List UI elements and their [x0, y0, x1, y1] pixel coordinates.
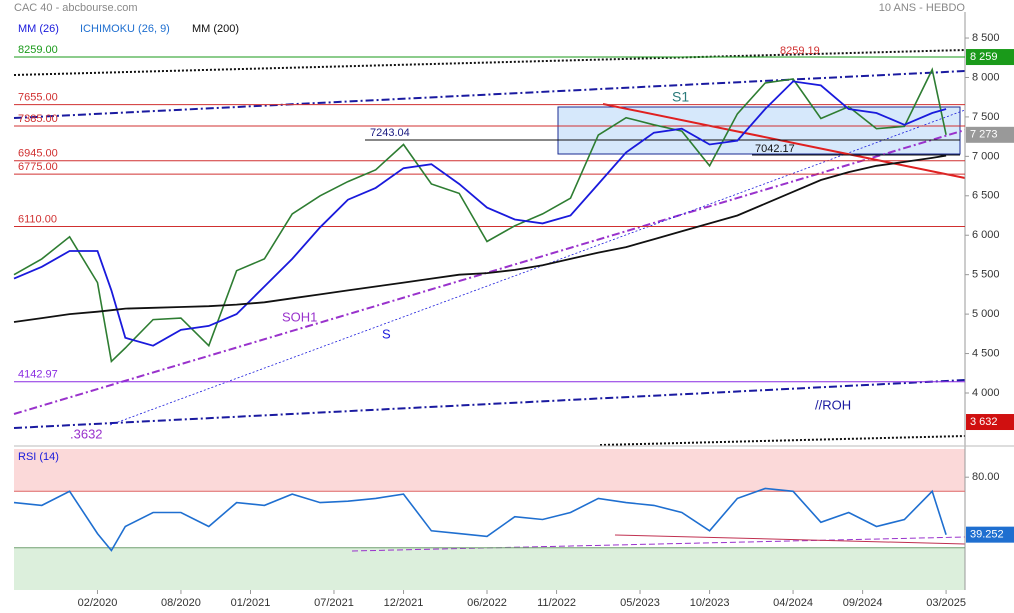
y-tick-label: 5 500: [972, 269, 1000, 281]
x-tick-label: 09/2024: [843, 597, 883, 609]
trendline: [109, 109, 966, 426]
y-tick-label: 6 500: [972, 190, 1000, 202]
annotation: .3632: [70, 426, 103, 441]
trendline: [13, 49, 966, 76]
price-marker: [966, 49, 1014, 66]
y-tick-label: 5 000: [972, 308, 1000, 320]
x-tick-label: 07/2021: [314, 597, 354, 609]
x-tick-label: 11/2022: [537, 597, 576, 609]
annotation: S1: [672, 89, 689, 105]
trendline: [351, 536, 966, 552]
y-tick-label: 6 000: [972, 229, 1000, 241]
price-marker: [966, 414, 1014, 431]
level-label: 4142.97: [18, 369, 58, 381]
price-marker-label: 8 259: [970, 51, 998, 63]
series-line: [13, 154, 947, 323]
y-tick-label: 8 000: [972, 71, 1000, 83]
price-marker: [966, 126, 1014, 143]
y-tick-label: 7 000: [972, 150, 1000, 162]
trendline: [602, 103, 966, 179]
annotation: SOH1: [282, 309, 317, 324]
legend-item: MM (26): [18, 23, 59, 35]
y-tick-label: 80.00: [972, 471, 1000, 483]
x-tick-label: 08/2020: [161, 597, 201, 609]
series-line: [13, 67, 947, 364]
trendline: [599, 435, 966, 446]
overbought-zone: [14, 449, 965, 492]
level-label: 8259.00: [18, 44, 58, 56]
level-label: 7385.00: [18, 113, 58, 125]
price-marker-label: 7 273: [970, 129, 998, 141]
header-left: CAC 40 - abcbourse.com: [14, 2, 138, 14]
legend-item: ICHIMOKU (26, 9): [80, 23, 170, 35]
level-label: 6775.00: [18, 161, 58, 173]
price-marker-label: 3 632: [970, 416, 998, 428]
level-label: 7655.00: [18, 92, 58, 104]
trendline: [13, 379, 966, 429]
oversold-zone: [14, 548, 965, 590]
trendline: [13, 70, 966, 119]
y-tick-label: 8 500: [972, 32, 1000, 44]
series-line: [13, 487, 947, 552]
x-tick-label: 12/2021: [384, 597, 424, 609]
level-label: 6945.00: [18, 148, 58, 160]
x-tick-label: 01/2021: [231, 597, 271, 609]
x-tick-label: 05/2023: [620, 597, 660, 609]
legend-item: MM (200): [192, 23, 239, 35]
current-label: 39.252: [970, 529, 1004, 541]
annotation: 7042.17: [755, 143, 795, 155]
annotation: S: [382, 326, 391, 341]
x-tick-label: 02/2020: [78, 597, 118, 609]
level-label: 6110.00: [18, 213, 57, 225]
annotation: //ROH: [815, 397, 851, 412]
y-tick-label: 4 500: [972, 347, 1000, 359]
annotation: 8259.19: [780, 45, 820, 57]
y-tick-label: 7 500: [972, 111, 1000, 123]
series-line: [13, 80, 947, 347]
annotation: 7243.04: [370, 127, 410, 139]
current-marker: [966, 526, 1014, 543]
rsi-title: RSI (14): [18, 451, 59, 463]
x-tick-label: 03/2025: [926, 597, 966, 609]
x-tick-label: 04/2024: [773, 597, 813, 609]
x-tick-label: 06/2022: [467, 597, 507, 609]
header-right: 10 ANS - HEBDO: [879, 2, 966, 14]
y-tick-label: 4 000: [972, 387, 1000, 399]
x-tick-label: 10/2023: [690, 597, 730, 609]
trendline: [614, 534, 966, 545]
